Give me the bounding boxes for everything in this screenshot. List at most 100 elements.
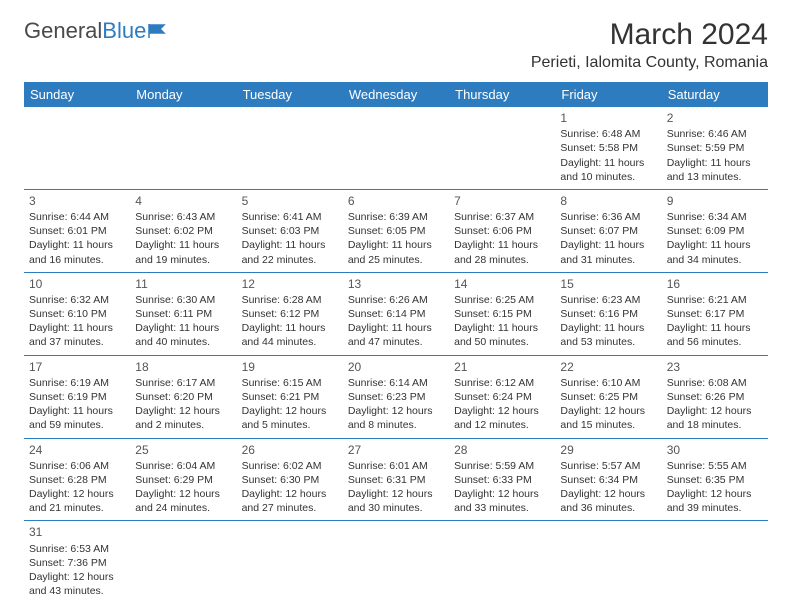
day-sr: Sunrise: 6:14 AM [348, 376, 444, 390]
day-number: 6 [348, 193, 444, 209]
day-d1: Daylight: 12 hours [29, 570, 125, 584]
day-ss: Sunset: 6:29 PM [135, 473, 231, 487]
day-d1: Daylight: 11 hours [667, 238, 763, 252]
day-d1: Daylight: 12 hours [348, 404, 444, 418]
day-sr: Sunrise: 6:19 AM [29, 376, 125, 390]
day-d2: and 21 minutes. [29, 501, 125, 515]
day-cell: 19Sunrise: 6:15 AMSunset: 6:21 PMDayligh… [237, 356, 343, 438]
day-cell: 22Sunrise: 6:10 AMSunset: 6:25 PMDayligh… [555, 356, 661, 438]
day-number: 18 [135, 359, 231, 375]
day-d2: and 8 minutes. [348, 418, 444, 432]
day-d1: Daylight: 11 hours [348, 238, 444, 252]
day-d1: Daylight: 11 hours [348, 321, 444, 335]
day-sr: Sunrise: 6:02 AM [242, 459, 338, 473]
day-sr: Sunrise: 6:37 AM [454, 210, 550, 224]
day-ss: Sunset: 6:34 PM [560, 473, 656, 487]
day-d2: and 47 minutes. [348, 335, 444, 349]
day-ss: Sunset: 6:20 PM [135, 390, 231, 404]
day-d1: Daylight: 11 hours [135, 321, 231, 335]
day-number: 22 [560, 359, 656, 375]
day-d2: and 53 minutes. [560, 335, 656, 349]
day-sr: Sunrise: 6:23 AM [560, 293, 656, 307]
day-d2: and 13 minutes. [667, 170, 763, 184]
weekday-wed: Wednesday [343, 82, 449, 107]
header: GeneralBlue March 2024 Perieti, Ialomita… [24, 18, 768, 72]
day-d2: and 12 minutes. [454, 418, 550, 432]
day-number: 8 [560, 193, 656, 209]
day-number: 27 [348, 442, 444, 458]
day-sr: Sunrise: 6:41 AM [242, 210, 338, 224]
day-d2: and 16 minutes. [29, 253, 125, 267]
day-d1: Daylight: 11 hours [667, 321, 763, 335]
week-row: 10Sunrise: 6:32 AMSunset: 6:10 PMDayligh… [24, 273, 768, 356]
day-cell: 10Sunrise: 6:32 AMSunset: 6:10 PMDayligh… [24, 273, 130, 355]
day-d1: Daylight: 11 hours [29, 238, 125, 252]
day-number: 9 [667, 193, 763, 209]
title-block: March 2024 Perieti, Ialomita County, Rom… [531, 18, 768, 72]
day-ss: Sunset: 6:03 PM [242, 224, 338, 238]
day-d1: Daylight: 11 hours [454, 321, 550, 335]
day-sr: Sunrise: 6:15 AM [242, 376, 338, 390]
weekday-tue: Tuesday [237, 82, 343, 107]
day-number: 13 [348, 276, 444, 292]
day-ss: Sunset: 6:33 PM [454, 473, 550, 487]
day-d1: Daylight: 11 hours [667, 156, 763, 170]
day-number: 3 [29, 193, 125, 209]
day-cell: 5Sunrise: 6:41 AMSunset: 6:03 PMDaylight… [237, 190, 343, 272]
day-cell: 29Sunrise: 5:57 AMSunset: 6:34 PMDayligh… [555, 439, 661, 521]
day-sr: Sunrise: 6:28 AM [242, 293, 338, 307]
day-ss: Sunset: 6:05 PM [348, 224, 444, 238]
day-ss: Sunset: 6:10 PM [29, 307, 125, 321]
day-cell [130, 107, 236, 189]
day-d2: and 30 minutes. [348, 501, 444, 515]
day-ss: Sunset: 6:17 PM [667, 307, 763, 321]
day-number: 17 [29, 359, 125, 375]
day-number: 23 [667, 359, 763, 375]
day-sr: Sunrise: 6:43 AM [135, 210, 231, 224]
day-d1: Daylight: 12 hours [242, 487, 338, 501]
day-cell: 15Sunrise: 6:23 AMSunset: 6:16 PMDayligh… [555, 273, 661, 355]
day-d1: Daylight: 11 hours [454, 238, 550, 252]
day-ss: Sunset: 6:30 PM [242, 473, 338, 487]
day-sr: Sunrise: 6:01 AM [348, 459, 444, 473]
day-d1: Daylight: 11 hours [29, 321, 125, 335]
day-number: 29 [560, 442, 656, 458]
day-ss: Sunset: 6:09 PM [667, 224, 763, 238]
day-number: 28 [454, 442, 550, 458]
day-cell: 6Sunrise: 6:39 AMSunset: 6:05 PMDaylight… [343, 190, 449, 272]
weekday-header: Sunday Monday Tuesday Wednesday Thursday… [24, 82, 768, 107]
day-cell [449, 521, 555, 603]
day-d2: and 28 minutes. [454, 253, 550, 267]
week-row: 24Sunrise: 6:06 AMSunset: 6:28 PMDayligh… [24, 439, 768, 522]
day-cell: 14Sunrise: 6:25 AMSunset: 6:15 PMDayligh… [449, 273, 555, 355]
day-d2: and 44 minutes. [242, 335, 338, 349]
day-ss: Sunset: 6:31 PM [348, 473, 444, 487]
day-sr: Sunrise: 6:34 AM [667, 210, 763, 224]
day-cell: 9Sunrise: 6:34 AMSunset: 6:09 PMDaylight… [662, 190, 768, 272]
day-number: 16 [667, 276, 763, 292]
day-number: 25 [135, 442, 231, 458]
day-ss: Sunset: 6:14 PM [348, 307, 444, 321]
day-cell: 7Sunrise: 6:37 AMSunset: 6:06 PMDaylight… [449, 190, 555, 272]
day-ss: Sunset: 6:15 PM [454, 307, 550, 321]
day-cell: 24Sunrise: 6:06 AMSunset: 6:28 PMDayligh… [24, 439, 130, 521]
weekday-mon: Monday [130, 82, 236, 107]
day-ss: Sunset: 6:35 PM [667, 473, 763, 487]
day-number: 11 [135, 276, 231, 292]
day-ss: Sunset: 6:02 PM [135, 224, 231, 238]
day-d2: and 34 minutes. [667, 253, 763, 267]
day-ss: Sunset: 6:24 PM [454, 390, 550, 404]
day-cell [662, 521, 768, 603]
day-d2: and 36 minutes. [560, 501, 656, 515]
day-sr: Sunrise: 6:04 AM [135, 459, 231, 473]
day-d2: and 56 minutes. [667, 335, 763, 349]
day-cell [237, 521, 343, 603]
day-ss: Sunset: 6:16 PM [560, 307, 656, 321]
day-d2: and 18 minutes. [667, 418, 763, 432]
day-d2: and 25 minutes. [348, 253, 444, 267]
day-ss: Sunset: 6:21 PM [242, 390, 338, 404]
day-ss: Sunset: 6:01 PM [29, 224, 125, 238]
day-number: 19 [242, 359, 338, 375]
day-sr: Sunrise: 6:44 AM [29, 210, 125, 224]
day-number: 24 [29, 442, 125, 458]
